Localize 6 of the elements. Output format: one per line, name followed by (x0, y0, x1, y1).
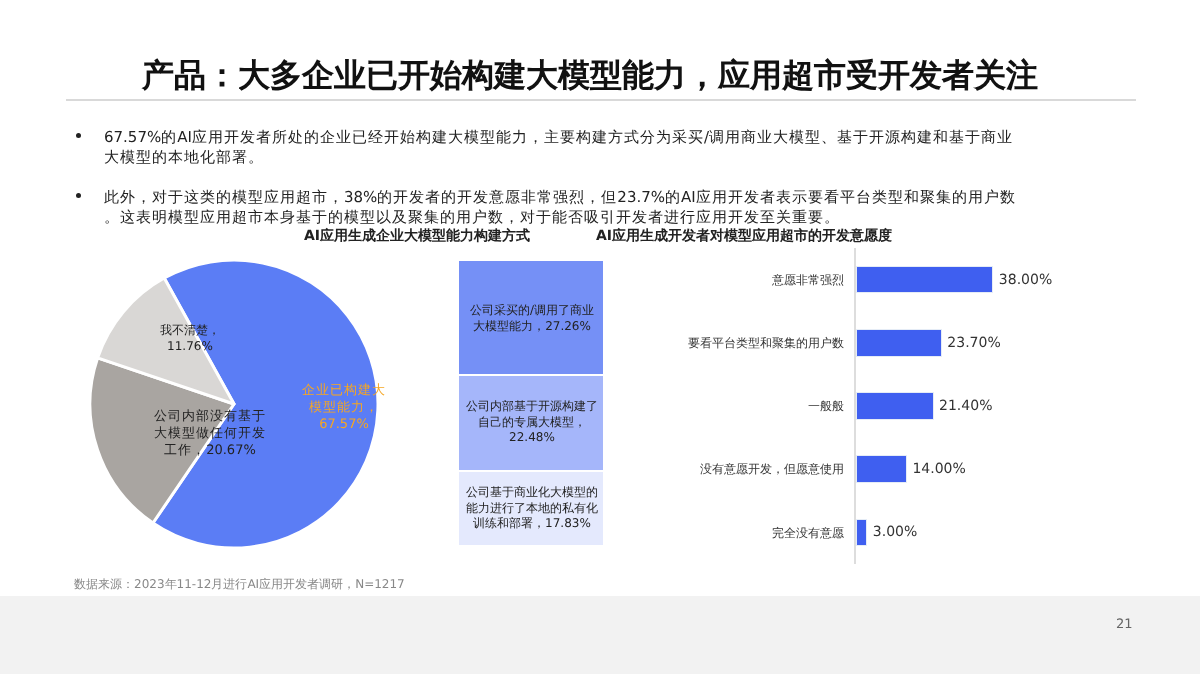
bar (856, 265, 994, 294)
bar (856, 329, 942, 357)
bar (856, 392, 934, 420)
bar (856, 518, 868, 547)
text: 产品：大多企业已开始构建大模型能力，应用超市受开发者关注 (140, 56, 1038, 94)
bar (856, 455, 907, 483)
